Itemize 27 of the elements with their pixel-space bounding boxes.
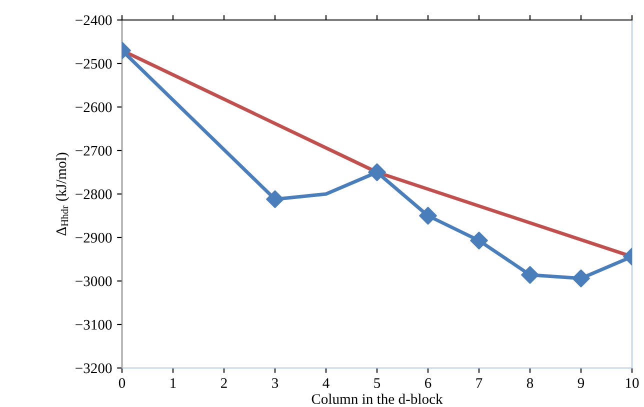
y-axis-title: Δ$_{Hhdr}$ (kJ/mol) <box>56 152 70 236</box>
x-tick-label: 3 <box>272 378 278 388</box>
x-tick-label: 8 <box>526 378 534 388</box>
y-tick-label: −3100 <box>76 320 112 330</box>
x-axis-title: Column in the d-block <box>312 394 443 404</box>
point <box>368 163 386 182</box>
x-tick-label: 7 <box>476 378 482 388</box>
x-tick-label: 6 <box>424 378 432 388</box>
x-tick-label: 1 <box>170 378 176 388</box>
x-tick-label: 2 <box>220 378 227 388</box>
y-tick-label: −2800 <box>76 189 112 200</box>
y-tick-label: −2900 <box>76 232 112 243</box>
x-tick-label: 4 <box>322 378 330 388</box>
x-tick-label: 0 <box>118 378 126 388</box>
point <box>470 232 488 250</box>
y-tick-label: −3000 <box>76 276 112 286</box>
y-tick-label: −3200 <box>76 363 112 374</box>
y-tick-label: −2500 <box>76 58 112 69</box>
point <box>419 206 437 225</box>
x-tick-label: 10 <box>626 378 639 388</box>
x-tick-label: 9 <box>578 378 584 388</box>
point <box>521 266 539 284</box>
y-tick-label: −2400 <box>76 15 112 26</box>
point <box>572 269 590 288</box>
x-tick-label: 5 <box>374 378 380 388</box>
y-tick-label: −2700 <box>76 146 112 156</box>
y-tick-label: −2600 <box>76 102 112 112</box>
